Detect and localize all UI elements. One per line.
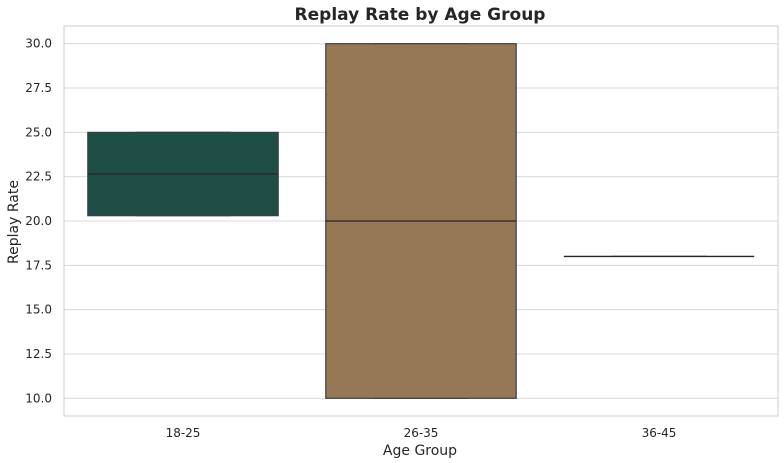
y-tick-label: 27.5 bbox=[25, 81, 52, 95]
plot-frame bbox=[63, 25, 779, 417]
y-tick-label: 25.0 bbox=[25, 125, 52, 139]
box-18-25 bbox=[87, 131, 279, 217]
box-26-35 bbox=[325, 43, 517, 399]
y-tick-label: 12.5 bbox=[25, 347, 52, 361]
y-tick-label: 10.0 bbox=[25, 391, 52, 405]
y-tick-label: 17.5 bbox=[25, 258, 52, 272]
boxes bbox=[87, 43, 755, 399]
y-tick-label: 15.0 bbox=[25, 303, 52, 317]
y-tick-label: 20.0 bbox=[25, 214, 52, 228]
chart-title: Replay Rate by Age Group bbox=[295, 5, 546, 25]
x-tick-label: 26-35 bbox=[404, 426, 439, 440]
y-axis-label: Replay Rate bbox=[6, 180, 22, 264]
y-tick-labels: 10.0 12.5 15.0 17.5 20.0 22.5 25.0 27.5 30.0 bbox=[25, 37, 52, 406]
x-axis-label: Age Group bbox=[383, 443, 457, 459]
x-tick-label: 18-25 bbox=[166, 426, 201, 440]
y-tick-label: 22.5 bbox=[25, 170, 52, 184]
x-tick-label: 36-45 bbox=[642, 426, 677, 440]
x-tick-labels: 18-25 26-35 36-45 bbox=[166, 426, 677, 440]
y-tick-label: 30.0 bbox=[25, 37, 52, 51]
